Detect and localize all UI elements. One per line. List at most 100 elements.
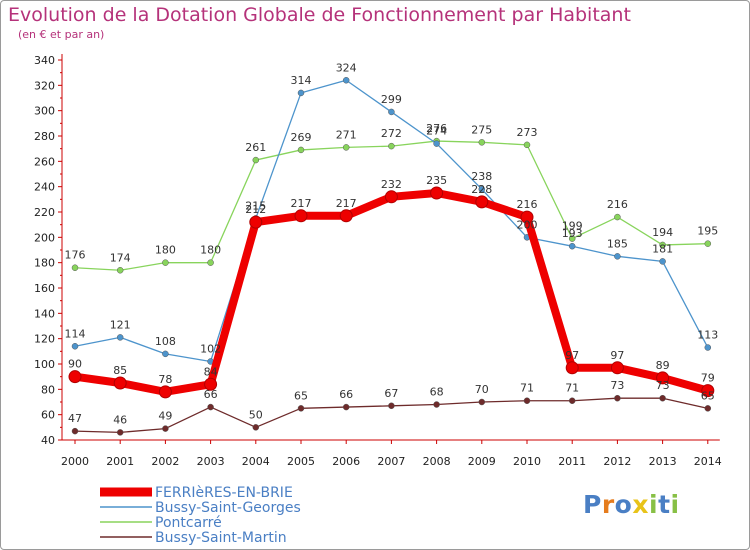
y-tick-label: 160 — [34, 282, 55, 295]
x-tick-label: 2009 — [468, 455, 496, 468]
y-tick-label: 40 — [41, 434, 55, 447]
y-tick-label: 240 — [34, 181, 55, 194]
data-point — [158, 385, 172, 399]
data-label: 228 — [471, 183, 492, 196]
legend-label: FERRIèRES-EN-BRIE — [155, 485, 293, 501]
data-point — [342, 77, 350, 84]
data-point — [204, 377, 218, 391]
data-label: 46 — [113, 413, 127, 426]
data-label: 121 — [110, 318, 131, 331]
data-label: 212 — [245, 203, 266, 216]
data-label: 73 — [656, 379, 670, 392]
data-label: 217 — [291, 197, 312, 210]
data-label: 261 — [245, 141, 266, 154]
data-label: 215 — [245, 199, 266, 212]
data-point — [433, 140, 440, 147]
data-label: 49 — [158, 410, 172, 423]
y-tick-label: 120 — [34, 333, 55, 346]
data-point — [162, 425, 169, 432]
data-label: 238 — [471, 170, 492, 183]
data-label: 97 — [610, 349, 624, 362]
data-point — [523, 397, 531, 404]
logo-letter: t — [658, 490, 671, 519]
data-point — [68, 370, 82, 384]
y-tick-label: 300 — [34, 105, 55, 118]
data-point — [252, 156, 260, 164]
data-label: 73 — [610, 379, 624, 392]
data-label: 67 — [384, 387, 398, 400]
x-tick-label: 2003 — [197, 455, 225, 468]
data-point — [659, 394, 666, 402]
data-point — [614, 253, 621, 260]
data-label: 65 — [294, 389, 308, 402]
data-label: 181 — [652, 242, 673, 255]
data-point — [116, 334, 124, 341]
y-tick-label: 340 — [34, 54, 55, 67]
data-point — [610, 361, 624, 375]
data-label: 324 — [336, 61, 357, 74]
legend: FERRIèRES-EN-BRIEBussy-Saint-GeorgesPont… — [100, 485, 301, 546]
data-label: 180 — [155, 244, 176, 257]
data-label: 66 — [339, 388, 353, 401]
data-label: 216 — [517, 198, 538, 211]
data-point — [565, 361, 579, 375]
legend-label: Pontcarré — [155, 515, 222, 531]
data-point — [384, 190, 398, 204]
data-label: 217 — [336, 197, 357, 210]
y-tick-label: 260 — [34, 155, 55, 168]
y-tick-label: 100 — [34, 358, 55, 371]
data-point — [614, 394, 621, 402]
data-point — [659, 241, 666, 249]
data-label: 180 — [200, 244, 221, 257]
x-tick-label: 2010 — [513, 455, 541, 468]
data-label: 113 — [697, 329, 718, 342]
x-tick-label: 2014 — [694, 455, 722, 468]
data-point — [704, 344, 712, 351]
logo-letter: r — [601, 490, 615, 519]
y-tick-label: 320 — [34, 79, 55, 92]
data-point — [249, 215, 263, 229]
x-tick-label: 2001 — [106, 455, 134, 468]
data-label: 299 — [381, 93, 402, 106]
x-tick-label: 2011 — [558, 455, 586, 468]
data-label: 276 — [426, 122, 447, 135]
data-label: 71 — [520, 382, 534, 395]
logo-letter: o — [614, 490, 633, 519]
x-axis: 2000 2001 2002 2003 2004 2005 2006 2007 2008 2009… — [61, 439, 722, 468]
data-label: 79 — [701, 372, 715, 385]
data-point — [614, 213, 621, 221]
data-label: 84 — [204, 365, 218, 378]
series-line-0 — [71, 189, 712, 396]
y-tick-label: 220 — [34, 206, 55, 219]
data-label: 271 — [336, 128, 357, 141]
chart-subtitle: (en € et par an) — [18, 28, 105, 41]
data-point — [478, 139, 486, 146]
data-label: 78 — [158, 373, 172, 386]
data-label: 216 — [607, 198, 628, 211]
data-point — [113, 376, 127, 390]
data-point — [342, 144, 350, 151]
x-tick-label: 2012 — [603, 455, 631, 468]
data-point — [478, 398, 486, 406]
x-tick-label: 2000 — [61, 455, 89, 468]
data-label: 70 — [475, 383, 489, 396]
data-point — [388, 142, 395, 150]
x-tick-label: 2002 — [151, 455, 179, 468]
x-tick-label: 2008 — [423, 455, 451, 468]
data-label: 273 — [517, 126, 538, 139]
data-point — [388, 108, 395, 116]
data-label: 272 — [381, 127, 402, 140]
data-label: 102 — [200, 342, 221, 355]
y-tick-label: 280 — [34, 130, 55, 143]
data-label: 66 — [204, 388, 218, 401]
data-point — [252, 424, 260, 431]
data-label: 235 — [426, 174, 447, 187]
x-tick-label: 2007 — [377, 455, 405, 468]
data-point — [704, 240, 712, 247]
data-point — [701, 384, 715, 398]
proxiti-logo: Proxiti — [583, 490, 680, 519]
data-label: 89 — [656, 359, 670, 372]
data-label: 274 — [426, 125, 447, 138]
chart-title: Evolution de la Dotation Globale de Fonc… — [8, 4, 631, 26]
data-point — [568, 397, 576, 404]
